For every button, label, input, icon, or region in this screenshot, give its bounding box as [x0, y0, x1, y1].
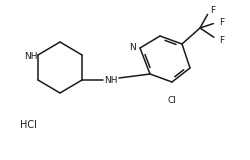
Text: NH: NH — [24, 52, 38, 60]
Text: F: F — [209, 5, 214, 15]
Text: NH: NH — [104, 76, 117, 84]
Text: F: F — [218, 17, 223, 27]
Text: F: F — [218, 36, 223, 44]
Text: HCl: HCl — [20, 120, 37, 130]
Text: N: N — [129, 43, 136, 52]
Text: Cl: Cl — [167, 96, 176, 104]
